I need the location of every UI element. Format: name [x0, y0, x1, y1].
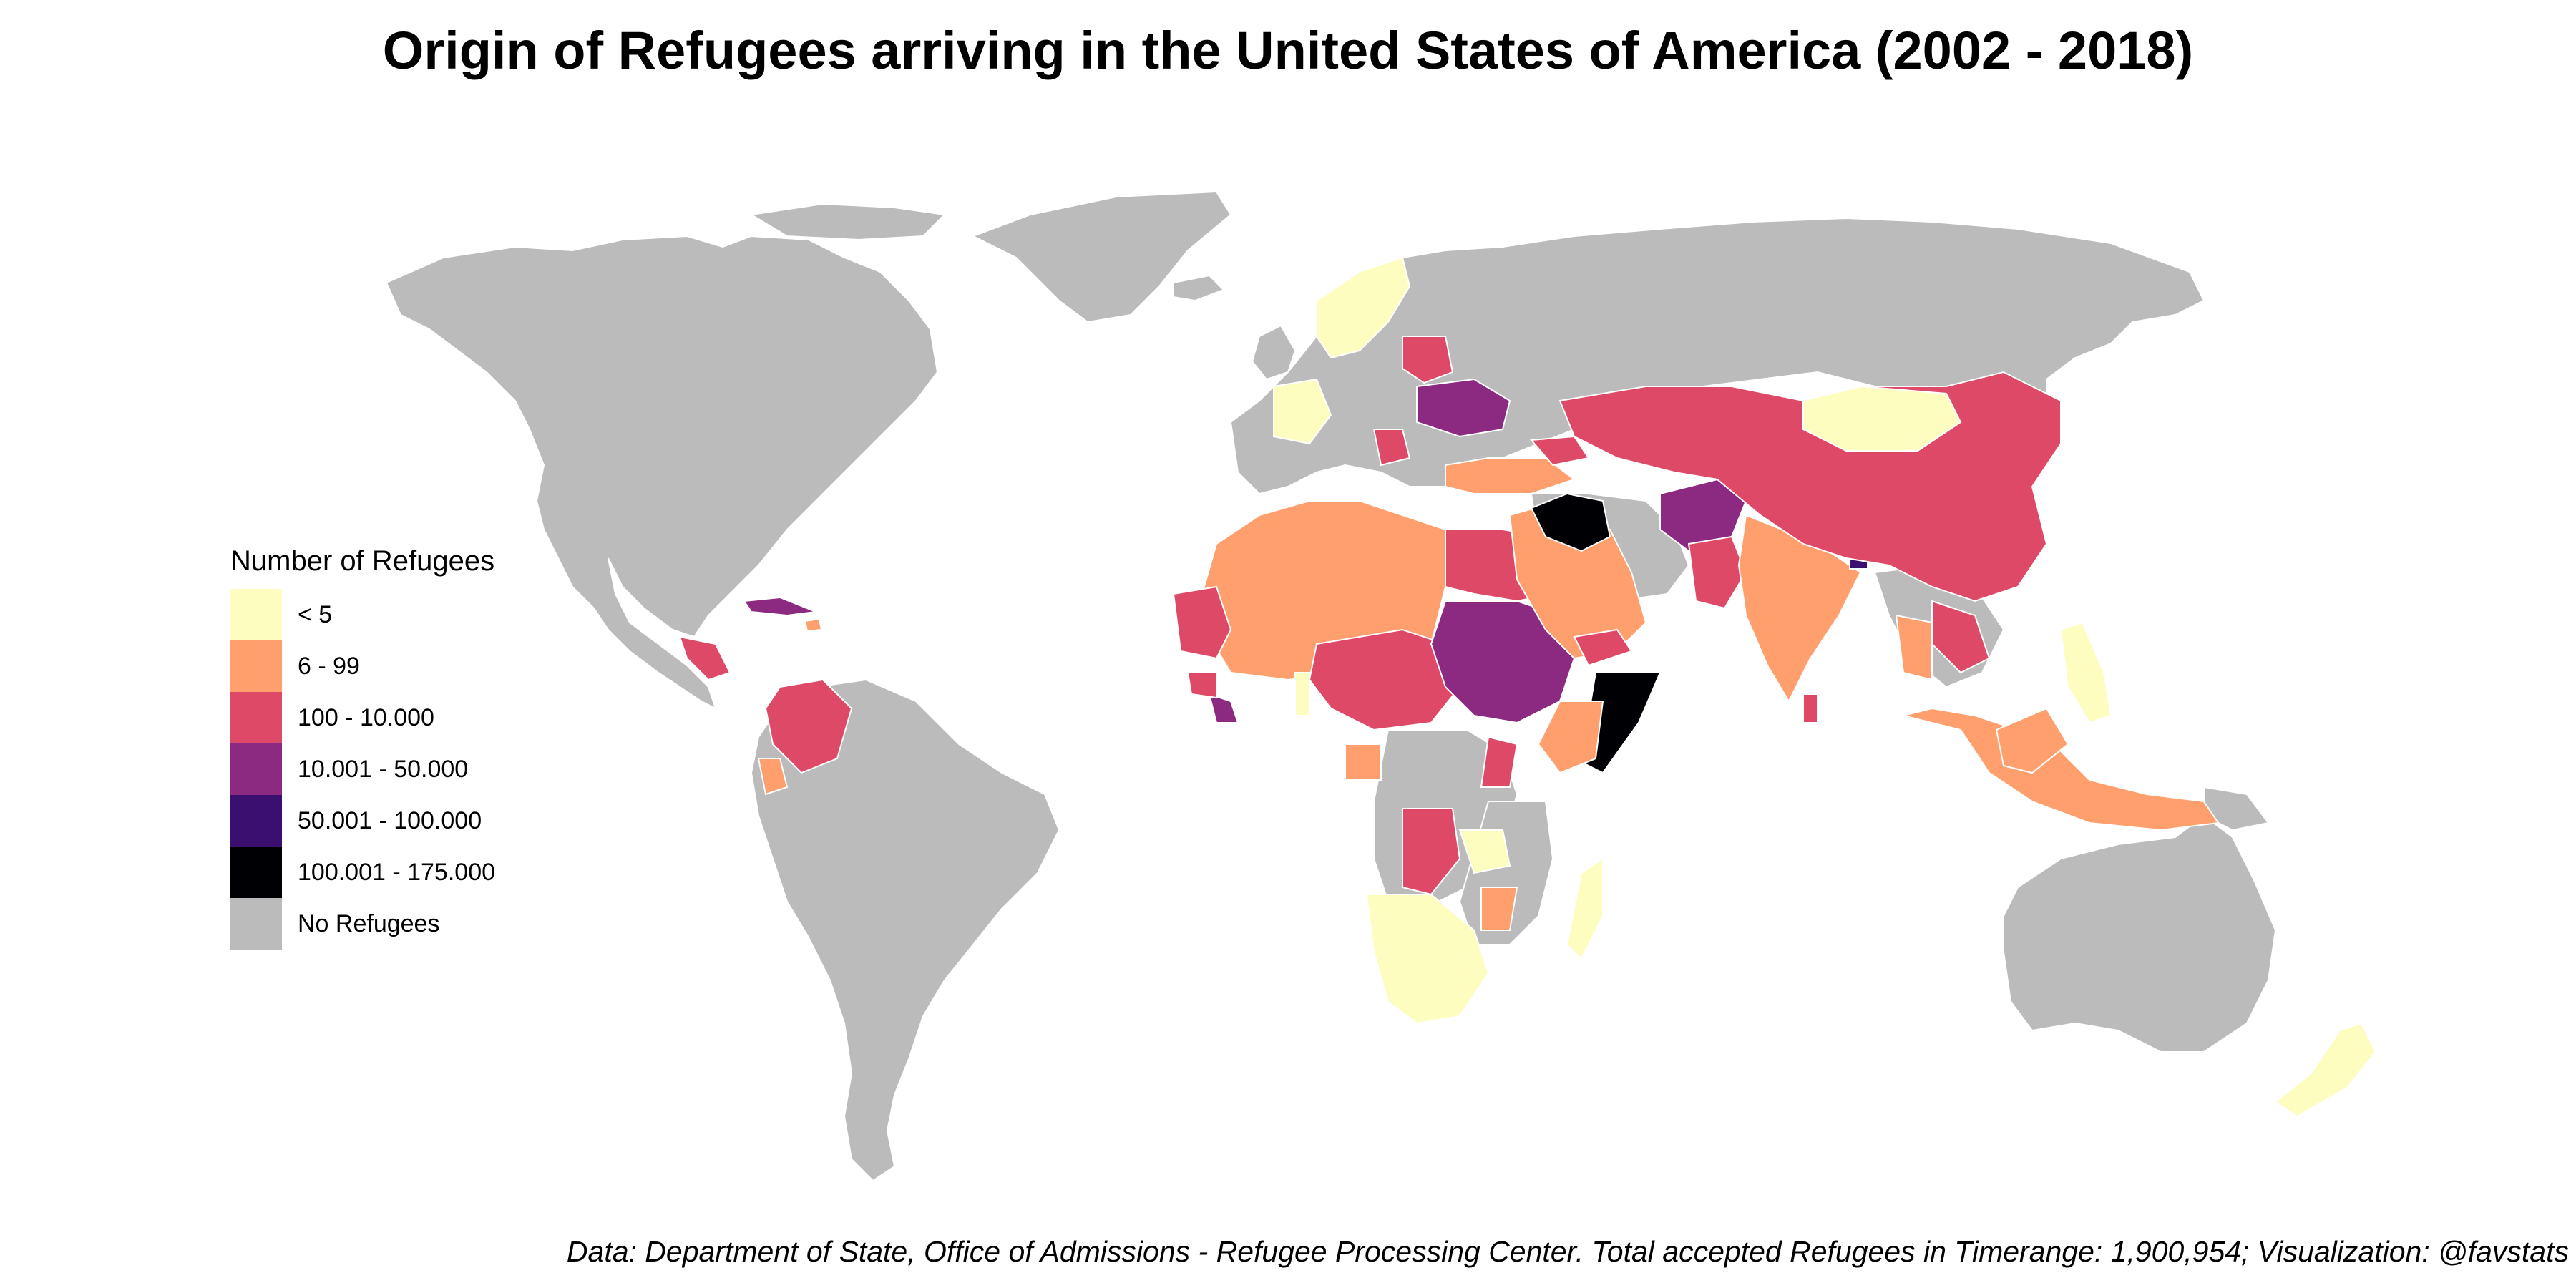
country-drc [1480, 736, 1518, 788]
legend-swatch [230, 640, 282, 692]
country-cuba [743, 596, 816, 617]
country-colombia [764, 678, 853, 774]
legend-items: < 5 6 - 99 100 - 10.000 10.001 - 50.000 50.0… [230, 589, 495, 950]
chart-title: Origin of Refugees arriving in the Unite… [382, 21, 2194, 80]
country-mexico-central [678, 635, 731, 681]
country-angola [1402, 808, 1461, 896]
country-philippines [2059, 621, 2112, 724]
refugee-countries [678, 256, 2377, 1118]
region-greenland [971, 190, 1232, 323]
region-arctic-islands [749, 203, 947, 241]
legend-label: 10.001 - 50.000 [298, 755, 469, 783]
legend-label: 6 - 99 [298, 652, 360, 680]
region-australia [2003, 814, 2277, 1053]
country-ukraine [1416, 378, 1511, 438]
country-cameroon [1345, 743, 1382, 781]
country-belarus [1402, 336, 1454, 384]
country-caucasus [1529, 435, 1590, 467]
legend-label: 50.001 - 100.000 [298, 806, 482, 834]
country-pakistan [1687, 535, 1747, 610]
country-scandinavia [1316, 256, 1411, 359]
country-west-africa [1172, 585, 1232, 660]
legend-swatch [230, 795, 282, 847]
legend-title: Number of Refugees [230, 545, 495, 577]
country-iraq [1530, 492, 1611, 552]
country-madagascar [1566, 857, 1604, 960]
country-thailand [1895, 614, 1933, 681]
country-mongolia [1802, 385, 1962, 452]
legend-item: 10.001 - 50.000 [230, 743, 495, 795]
country-haiti [804, 618, 823, 633]
legend-swatch [230, 743, 282, 795]
legend-swatch [230, 692, 282, 743]
legend-label: 100.001 - 175.000 [298, 858, 496, 886]
country-ethiopia-kenya [1537, 701, 1604, 774]
region-iceland [1173, 274, 1225, 302]
region-south-america [750, 678, 1060, 1182]
country-balkans [1372, 429, 1411, 467]
country-southern-africa [1365, 894, 1490, 1025]
country-borneo [1995, 707, 2069, 774]
country-liberia [1208, 693, 1239, 723]
legend-item: No Refugees [230, 898, 495, 950]
legend-swatch [230, 847, 282, 898]
country-france [1273, 378, 1332, 445]
legend-item: 100 - 10.000 [230, 692, 495, 743]
country-yemen [1573, 628, 1633, 667]
legend-label: < 5 [298, 600, 333, 628]
legend: Number of Refugees < 5 6 - 99 100 - 10.000… [230, 545, 495, 950]
country-ecuador [757, 758, 789, 796]
country-india [1737, 514, 1862, 703]
legend-item: 50.001 - 100.000 [230, 795, 495, 847]
country-turkey [1445, 457, 1576, 494]
country-guinea [1186, 672, 1217, 699]
legend-item: 100.001 - 175.000 [230, 847, 495, 898]
country-sri-lanka [1802, 693, 1818, 723]
legend-label: 100 - 10.000 [298, 703, 434, 731]
country-sahel [1308, 628, 1461, 731]
legend-label: No Refugees [298, 909, 440, 937]
country-mozambique [1480, 887, 1518, 931]
country-new-zealand [2274, 1022, 2377, 1118]
legend-item: < 5 [230, 589, 495, 640]
caption: Data: Department of State, Office of Adm… [566, 1235, 2569, 1268]
country-indonesia [1903, 707, 2220, 831]
legend-swatch [230, 589, 282, 640]
region-north-america [385, 235, 939, 710]
legend-swatch [230, 898, 282, 950]
legend-item: 6 - 99 [230, 640, 495, 692]
region-uk [1251, 324, 1297, 381]
country-togo [1294, 672, 1310, 716]
country-zambia [1458, 829, 1511, 874]
